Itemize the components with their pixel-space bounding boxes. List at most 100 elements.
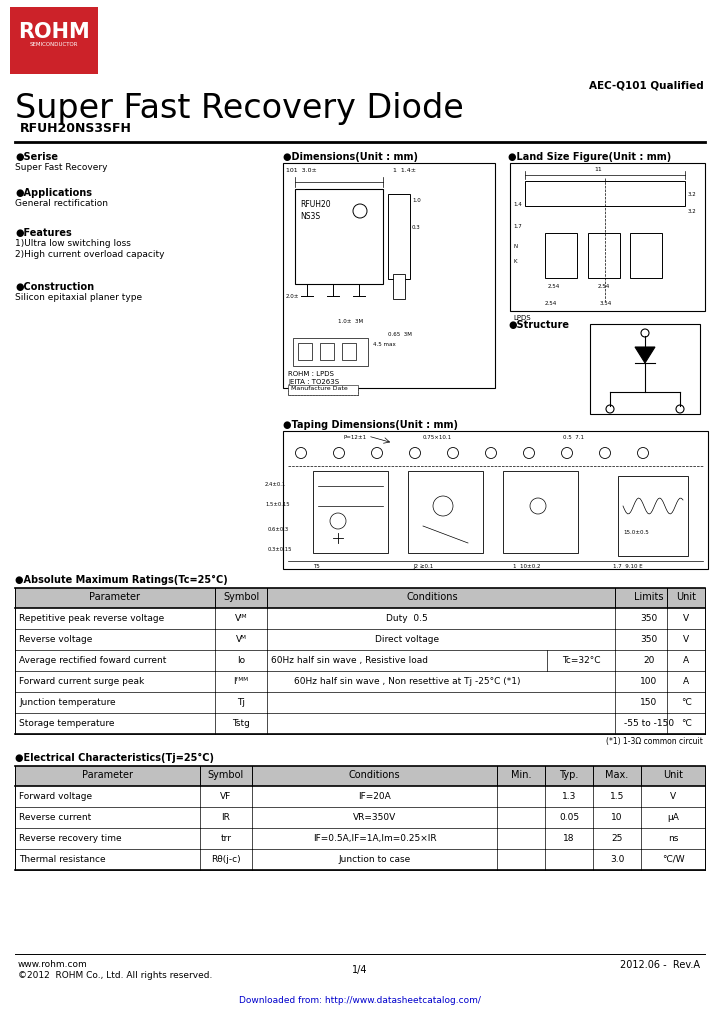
- Circle shape: [600, 448, 611, 459]
- Text: °C: °C: [680, 718, 691, 727]
- Text: Parameter: Parameter: [82, 769, 133, 779]
- Text: 3.2: 3.2: [688, 192, 697, 197]
- Bar: [121, 8, 127, 75]
- Text: Storage temperature: Storage temperature: [19, 718, 114, 727]
- Bar: [585, 8, 592, 75]
- Text: RFUH20: RFUH20: [300, 200, 330, 209]
- Text: 101  3.0±: 101 3.0±: [286, 168, 317, 173]
- Text: 1  1.4±: 1 1.4±: [393, 168, 416, 173]
- Bar: [15, 828, 705, 849]
- Bar: [10, 8, 98, 75]
- Bar: [405, 8, 411, 75]
- Text: 0.3±0.15: 0.3±0.15: [268, 547, 292, 551]
- Bar: [283, 164, 495, 388]
- Text: T5: T5: [313, 563, 320, 568]
- Bar: [374, 8, 380, 75]
- Bar: [441, 8, 447, 75]
- Text: Unit: Unit: [676, 591, 696, 602]
- Bar: [648, 8, 654, 75]
- Text: 0.05: 0.05: [559, 812, 579, 821]
- Bar: [384, 8, 390, 75]
- Text: 2)High current overload capacity: 2)High current overload capacity: [15, 250, 164, 259]
- Bar: [15, 807, 705, 828]
- Text: www.rohm.com: www.rohm.com: [18, 959, 88, 969]
- Text: V: V: [683, 634, 689, 643]
- Text: Super Fast Recovery: Super Fast Recovery: [15, 163, 107, 172]
- Text: IF=20A: IF=20A: [358, 792, 391, 801]
- Text: IF=0.5A,IF=1A,Im=0.25×IR: IF=0.5A,IF=1A,Im=0.25×IR: [312, 833, 436, 842]
- Bar: [100, 8, 106, 75]
- Text: JEITA : TO263S: JEITA : TO263S: [288, 379, 339, 384]
- Text: Super Fast Recovery Diode: Super Fast Recovery Diode: [15, 92, 464, 125]
- Bar: [328, 8, 333, 75]
- Bar: [105, 8, 112, 75]
- Text: Downloaded from: http://www.datasheetcatalog.com/: Downloaded from: http://www.datasheetcat…: [239, 995, 481, 1004]
- Bar: [229, 8, 235, 75]
- Bar: [523, 8, 530, 75]
- Bar: [618, 476, 688, 556]
- Bar: [575, 8, 582, 75]
- Circle shape: [485, 448, 497, 459]
- Text: Duty  0.5: Duty 0.5: [386, 614, 428, 623]
- Bar: [400, 8, 406, 75]
- Bar: [560, 8, 566, 75]
- Bar: [286, 8, 292, 75]
- Text: 0.75×10.1: 0.75×10.1: [423, 435, 452, 440]
- Text: V: V: [683, 614, 689, 623]
- Bar: [684, 8, 690, 75]
- Text: Silicon epitaxial planer type: Silicon epitaxial planer type: [15, 293, 142, 301]
- Text: Vᴹ: Vᴹ: [235, 634, 246, 643]
- Text: RFUH20NS3SFH: RFUH20NS3SFH: [20, 122, 132, 134]
- Bar: [203, 8, 210, 75]
- Bar: [482, 8, 488, 75]
- Bar: [658, 8, 664, 75]
- Bar: [503, 471, 578, 553]
- Bar: [15, 650, 705, 671]
- Bar: [518, 8, 525, 75]
- Text: Forward current surge peak: Forward current surge peak: [19, 676, 144, 685]
- Bar: [15, 630, 705, 650]
- Text: ns: ns: [668, 833, 678, 842]
- Polygon shape: [635, 348, 655, 364]
- Bar: [15, 588, 705, 609]
- Text: P=12±1: P=12±1: [343, 435, 366, 440]
- Bar: [298, 344, 312, 361]
- Bar: [679, 8, 685, 75]
- Text: 1.5±0.15: 1.5±0.15: [265, 501, 289, 507]
- Bar: [596, 8, 602, 75]
- Text: K: K: [513, 259, 516, 264]
- Text: Typ.: Typ.: [559, 769, 579, 779]
- Text: 3.2: 3.2: [688, 209, 697, 213]
- Bar: [477, 8, 483, 75]
- Text: Repetitive peak reverse voltage: Repetitive peak reverse voltage: [19, 614, 164, 623]
- Text: 2.0±: 2.0±: [286, 294, 300, 298]
- Bar: [472, 8, 478, 75]
- Text: Tj: Tj: [237, 698, 245, 707]
- Bar: [456, 8, 463, 75]
- Bar: [554, 8, 561, 75]
- Text: Limits: Limits: [634, 591, 664, 602]
- Text: AEC-Q101 Qualified: AEC-Q101 Qualified: [589, 80, 704, 90]
- Bar: [632, 8, 639, 75]
- Text: 60Hz half sin wave , Non resettive at Tj -25°C (*1): 60Hz half sin wave , Non resettive at Tj…: [294, 676, 521, 685]
- Text: Direct voltage: Direct voltage: [375, 634, 439, 643]
- Text: ●Absolute Maximum Ratings(Tc=25°C): ●Absolute Maximum Ratings(Tc=25°C): [15, 574, 228, 584]
- Bar: [293, 339, 368, 367]
- Bar: [510, 164, 705, 311]
- Bar: [388, 195, 410, 280]
- Bar: [436, 8, 442, 75]
- Bar: [224, 8, 230, 75]
- Bar: [393, 275, 405, 299]
- Text: 1)Ultra low switching loss: 1)Ultra low switching loss: [15, 239, 131, 248]
- Text: 4.5 max: 4.5 max: [373, 342, 396, 347]
- Text: 1.0: 1.0: [412, 198, 420, 203]
- Bar: [126, 8, 132, 75]
- Bar: [467, 8, 473, 75]
- Bar: [590, 325, 700, 415]
- Text: N: N: [513, 244, 517, 249]
- Bar: [379, 8, 385, 75]
- Text: Data Sheet: Data Sheet: [568, 30, 700, 54]
- Text: ●Electrical Characteristics(Tj=25°C): ●Electrical Characteristics(Tj=25°C): [15, 752, 214, 762]
- Text: Tstg: Tstg: [232, 718, 250, 727]
- Bar: [642, 8, 649, 75]
